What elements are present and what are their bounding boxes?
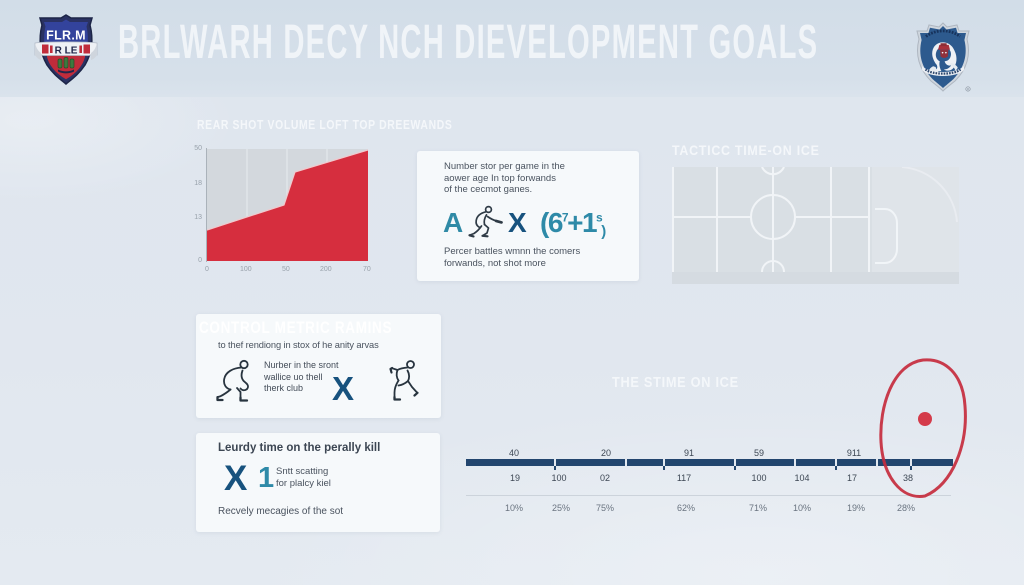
svg-text:R LE: R LE [55,46,78,57]
svg-text:R: R [967,88,970,92]
svg-text:FLR.M: FLR.M [46,29,86,43]
